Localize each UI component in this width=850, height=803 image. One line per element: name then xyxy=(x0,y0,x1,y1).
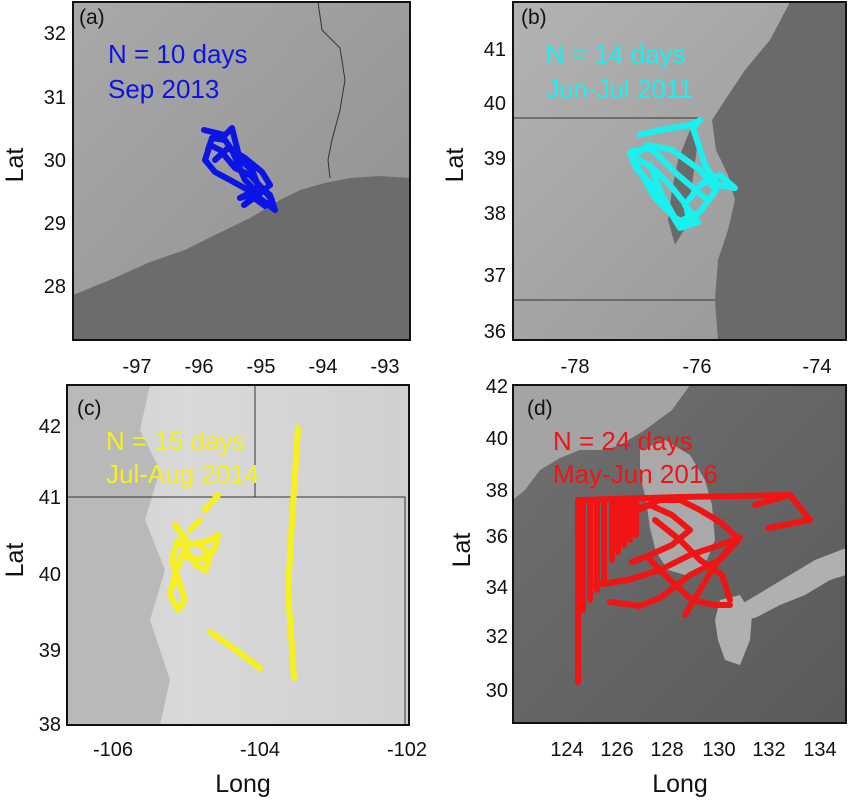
xticks-d: 124 126 128 130 132 134 xyxy=(550,739,836,761)
xtick-b: -74 xyxy=(803,356,832,378)
annotation-a-line1: N = 10 days xyxy=(108,39,247,69)
xtick-a: -94 xyxy=(309,356,338,378)
mountain-relief-c xyxy=(67,385,170,725)
track-d xyxy=(575,492,813,685)
ytick-a: 28 xyxy=(44,276,66,298)
track-b xyxy=(627,117,738,231)
xtick-d: 128 xyxy=(650,739,683,761)
annotation-d-line2: May-Jun 2016 xyxy=(553,459,718,489)
xticks-c: -106 -104 -102 xyxy=(93,739,427,761)
ytick-d: 32 xyxy=(486,626,508,648)
ylabel-a: Lat xyxy=(1,148,29,183)
frame-c xyxy=(66,384,410,726)
xtick-d: 134 xyxy=(803,739,836,761)
ytick-b: 40 xyxy=(484,93,506,115)
ytick-d: 42 xyxy=(486,376,508,398)
ytick-b: 39 xyxy=(484,148,506,170)
ytick-b: 38 xyxy=(484,203,506,225)
annotation-c-line1: N = 15 days xyxy=(106,426,245,456)
map-a xyxy=(73,2,410,340)
ytick-d: 36 xyxy=(486,526,508,548)
annotation-c-line2: Jul-Aug 2014 xyxy=(106,459,259,489)
xtick-a: -93 xyxy=(371,356,400,378)
ytick-c: 39 xyxy=(39,640,61,662)
ytick-b: 36 xyxy=(484,321,506,343)
xtick-d: 126 xyxy=(600,739,633,761)
panel-letter-c: (c) xyxy=(77,397,102,420)
map-b xyxy=(513,2,846,340)
japan-honshu-d xyxy=(735,548,846,620)
annotation-b-line1: N = 14 days xyxy=(546,39,685,69)
yticks-a: 32 31 30 29 28 xyxy=(44,23,66,298)
state-border-c xyxy=(67,496,406,725)
xlabel-c: Long xyxy=(215,770,271,798)
xticks-b: -78 -76 -74 xyxy=(561,356,832,378)
map-d xyxy=(513,385,846,723)
ytick-c: 38 xyxy=(39,714,61,736)
ytick-c: 42 xyxy=(39,416,61,438)
panel-letter-b: (b) xyxy=(521,6,547,29)
frame-a xyxy=(72,1,411,341)
xtick-b: -76 xyxy=(683,356,712,378)
atlantic-water-b xyxy=(712,2,846,340)
ytick-d: 38 xyxy=(486,480,508,502)
ylabel-d: Lat xyxy=(448,533,476,568)
ytick-d: 40 xyxy=(486,428,508,450)
xtick-c: -104 xyxy=(240,739,280,761)
ylabel-b: Lat xyxy=(441,148,469,183)
annotation-b-line2: Jun-Jul 2011 xyxy=(546,74,693,104)
ytick-c: 41 xyxy=(39,487,61,509)
xlabel-d: Long xyxy=(652,770,708,798)
map-c xyxy=(67,385,409,725)
ytick-b: 37 xyxy=(484,265,506,287)
annotation-d-line1: N = 24 days xyxy=(553,426,692,456)
frame-d xyxy=(512,384,847,724)
panel-letter-d: (d) xyxy=(527,397,553,420)
china-coast-d xyxy=(513,385,690,500)
track-c xyxy=(167,425,301,681)
xtick-d: 130 xyxy=(702,739,735,761)
xtick-b: -78 xyxy=(561,356,590,378)
panel-c: (c) N = 15 days Jul-Aug 2014 Lat 42 41 4… xyxy=(1,384,427,798)
xticks-a: -97 -96 -95 -94 -93 xyxy=(123,356,400,378)
ytick-a: 32 xyxy=(44,23,66,45)
ytick-d: 30 xyxy=(486,680,508,702)
xtick-a: -96 xyxy=(185,356,214,378)
yticks-d: 42 40 38 36 34 32 30 xyxy=(486,376,508,702)
xtick-d: 132 xyxy=(752,739,785,761)
frame-b xyxy=(512,1,847,341)
ytick-a: 31 xyxy=(44,87,66,109)
ylabel-c: Lat xyxy=(1,543,29,578)
panel-a: (a) N = 10 days Sep 2013 Lat 32 31 30 29… xyxy=(1,1,411,378)
ytick-a: 29 xyxy=(44,213,66,235)
panel-letter-a: (a) xyxy=(79,6,105,29)
ytick-d: 34 xyxy=(486,577,508,599)
xtick-c: -102 xyxy=(387,739,427,761)
ytick-a: 30 xyxy=(44,150,66,172)
panel-d: (d) N = 24 days May-Jun 2016 Lat 42 40 3… xyxy=(448,376,847,798)
xtick-c: -106 xyxy=(93,739,133,761)
yticks-c: 42 41 40 39 38 xyxy=(39,416,61,736)
xtick-a: -95 xyxy=(247,356,276,378)
annotation-a-line2: Sep 2013 xyxy=(108,74,219,104)
state-border-a xyxy=(317,2,346,179)
xtick-d: 124 xyxy=(550,739,583,761)
ytick-b: 41 xyxy=(484,39,506,61)
ytick-c: 40 xyxy=(39,564,61,586)
japan-kyushu-d xyxy=(715,595,752,665)
panel-b: (b) N = 14 days Jun-Jul 2011 Lat 41 40 3… xyxy=(441,1,847,378)
gulf-water-a xyxy=(73,176,410,340)
korea-peninsula-d xyxy=(640,440,715,575)
xtick-a: -97 xyxy=(123,356,152,378)
track-a xyxy=(201,125,278,213)
yticks-b: 41 40 39 38 37 36 xyxy=(484,39,506,343)
